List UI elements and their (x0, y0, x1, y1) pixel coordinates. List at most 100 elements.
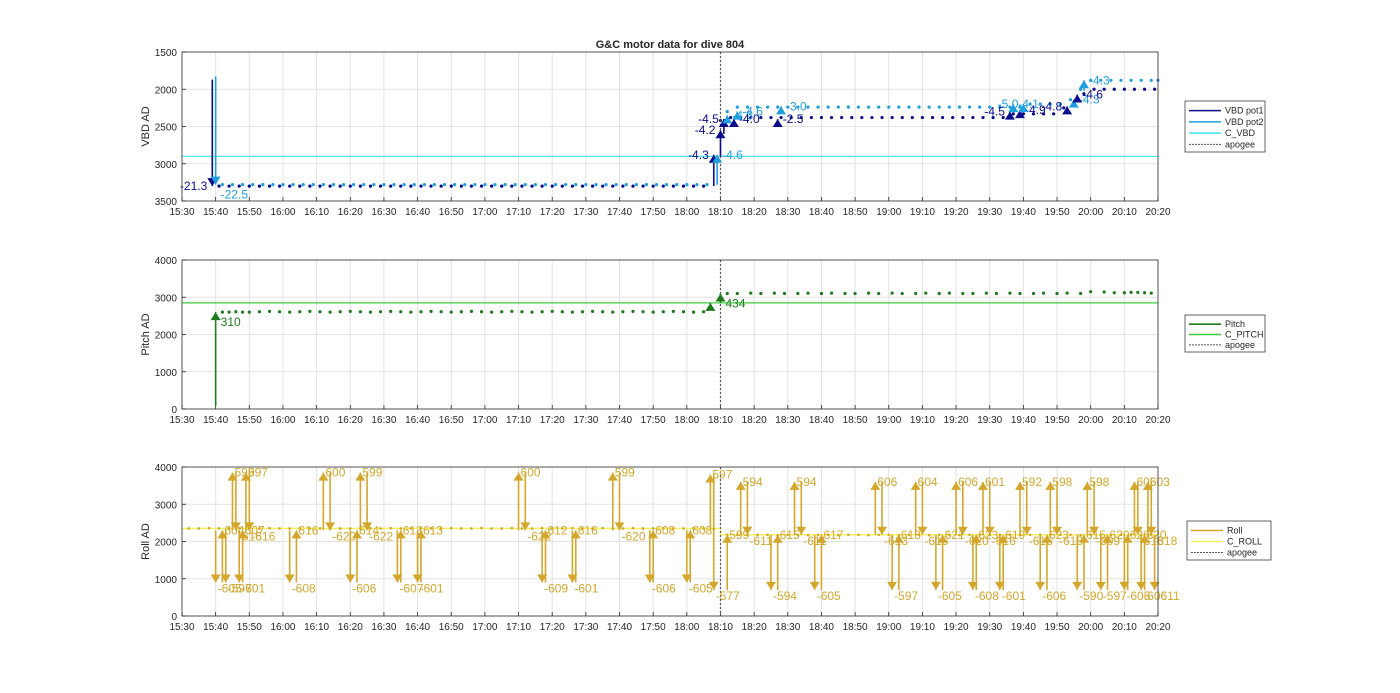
point-roll (520, 527, 524, 530)
point-roll (379, 527, 382, 530)
point-roll (581, 527, 584, 530)
point-vbd-pot1 (1132, 87, 1137, 91)
x-tick-label: 17:10 (506, 207, 531, 218)
move-arrow-head (244, 522, 255, 531)
move-label: 619 (1005, 528, 1025, 542)
point-vbd-pot2 (402, 183, 406, 187)
point-pitch (641, 310, 645, 314)
point-pitch (782, 291, 787, 296)
point-vbd-pot1 (490, 184, 494, 188)
point-vbd-pot1 (298, 184, 302, 188)
move-label: 603 (1150, 475, 1170, 489)
move-label: 434 (725, 297, 745, 311)
point-vbd-pot1 (1153, 87, 1157, 91)
point-pitch (540, 310, 544, 314)
point-vbd-pot1 (829, 115, 834, 120)
point-vbd-pot2 (1038, 102, 1042, 106)
y-tick-label: 2000 (155, 538, 178, 549)
point-roll (651, 527, 655, 530)
y-tick-label: 1500 (155, 48, 178, 59)
move-label: 597 (712, 467, 732, 481)
point-vbd-pot1 (870, 115, 874, 120)
x-tick-label: 18:30 (775, 622, 800, 633)
x-tick-label: 16:50 (439, 622, 464, 633)
point-vbd-pot1 (1122, 87, 1126, 91)
move-label: 310 (221, 315, 241, 329)
y-tick-label: 1000 (155, 368, 178, 379)
point-vbd-pot1 (1092, 87, 1096, 91)
point-pitch (429, 309, 433, 314)
x-tick-label: 17:30 (573, 622, 598, 633)
move-label: -4.6 (742, 105, 763, 119)
move-label: -605 (938, 589, 962, 603)
point-roll (1119, 533, 1123, 537)
point-vbd-pot2 (766, 105, 770, 109)
move-arrow-head (1089, 526, 1100, 535)
point-vbd-pot2 (665, 183, 669, 187)
move-arrow-head (1078, 534, 1089, 543)
point-roll (480, 526, 483, 530)
move-label: -4.6 (722, 148, 743, 162)
point-pitch (570, 310, 575, 314)
point-roll (449, 526, 453, 530)
x-tick-label: 17:00 (472, 622, 497, 633)
point-roll (621, 527, 625, 530)
move-label: -611 (749, 534, 772, 548)
point-pitch (1112, 291, 1116, 295)
point-vbd-pot1 (247, 184, 251, 188)
x-tick-label: 17:00 (472, 415, 497, 426)
move-label: -606 (352, 581, 376, 595)
move-label: 594 (743, 475, 763, 489)
point-pitch (947, 291, 951, 295)
move-label: 613 (423, 523, 443, 537)
x-tick-label: 19:10 (910, 622, 935, 633)
move-label: -577 (716, 589, 740, 603)
move-arrow-head (352, 530, 363, 539)
point-vbd-pot2 (1058, 102, 1062, 106)
point-vbd-pot2 (372, 183, 376, 187)
move-label: -616 (251, 529, 275, 543)
y-tick-label: 3000 (155, 500, 178, 511)
point-vbd-pot1 (930, 115, 935, 120)
point-vbd-pot2 (341, 183, 346, 187)
point-roll (429, 527, 433, 530)
move-arrow-head (392, 574, 403, 583)
point-vbd-pot1 (850, 115, 854, 120)
x-tick-label: 16:40 (405, 207, 430, 218)
move-arrow-head (994, 581, 1005, 590)
point-pitch (772, 291, 776, 295)
point-vbd-pot1 (570, 184, 575, 188)
move-arrow-head (210, 574, 221, 583)
point-vbd-pot1 (479, 184, 484, 188)
move-label: -601 (241, 581, 265, 595)
move-arrow-head (1129, 481, 1140, 490)
point-pitch (479, 310, 484, 314)
y-tick-label: 4000 (155, 256, 178, 267)
point-vbd-pot1 (419, 184, 423, 188)
point-pitch (510, 309, 514, 314)
point-vbd-pot1 (749, 115, 753, 120)
point-vbd-pot1 (500, 184, 504, 188)
move-arrow-head (1015, 110, 1026, 119)
point-vbd-pot2 (856, 105, 861, 109)
move-label: 606 (958, 475, 978, 489)
move-arrow-head (1004, 111, 1015, 120)
point-vbd-pot2 (1008, 105, 1012, 109)
point-vbd-pot2 (331, 183, 336, 187)
point-vbd-pot1 (278, 184, 282, 188)
move-arrow-head (1008, 104, 1019, 113)
point-pitch (829, 291, 834, 295)
x-tick-label: 16:40 (405, 415, 430, 426)
point-pitch (220, 310, 224, 314)
point-vbd-pot2 (553, 183, 558, 187)
point-vbd-pot1 (1001, 115, 1005, 120)
x-tick-label: 18:50 (843, 622, 868, 633)
move-arrow-head (1035, 581, 1046, 590)
y-tick-label: 3000 (155, 293, 178, 304)
move-arrow-head (648, 530, 659, 539)
move-arrow-head (1095, 581, 1106, 590)
move-arrow-head (809, 581, 820, 590)
point-vbd-pot1 (920, 115, 925, 120)
move-arrow-head (772, 119, 783, 128)
y-axis-label: Roll AD (140, 523, 152, 560)
